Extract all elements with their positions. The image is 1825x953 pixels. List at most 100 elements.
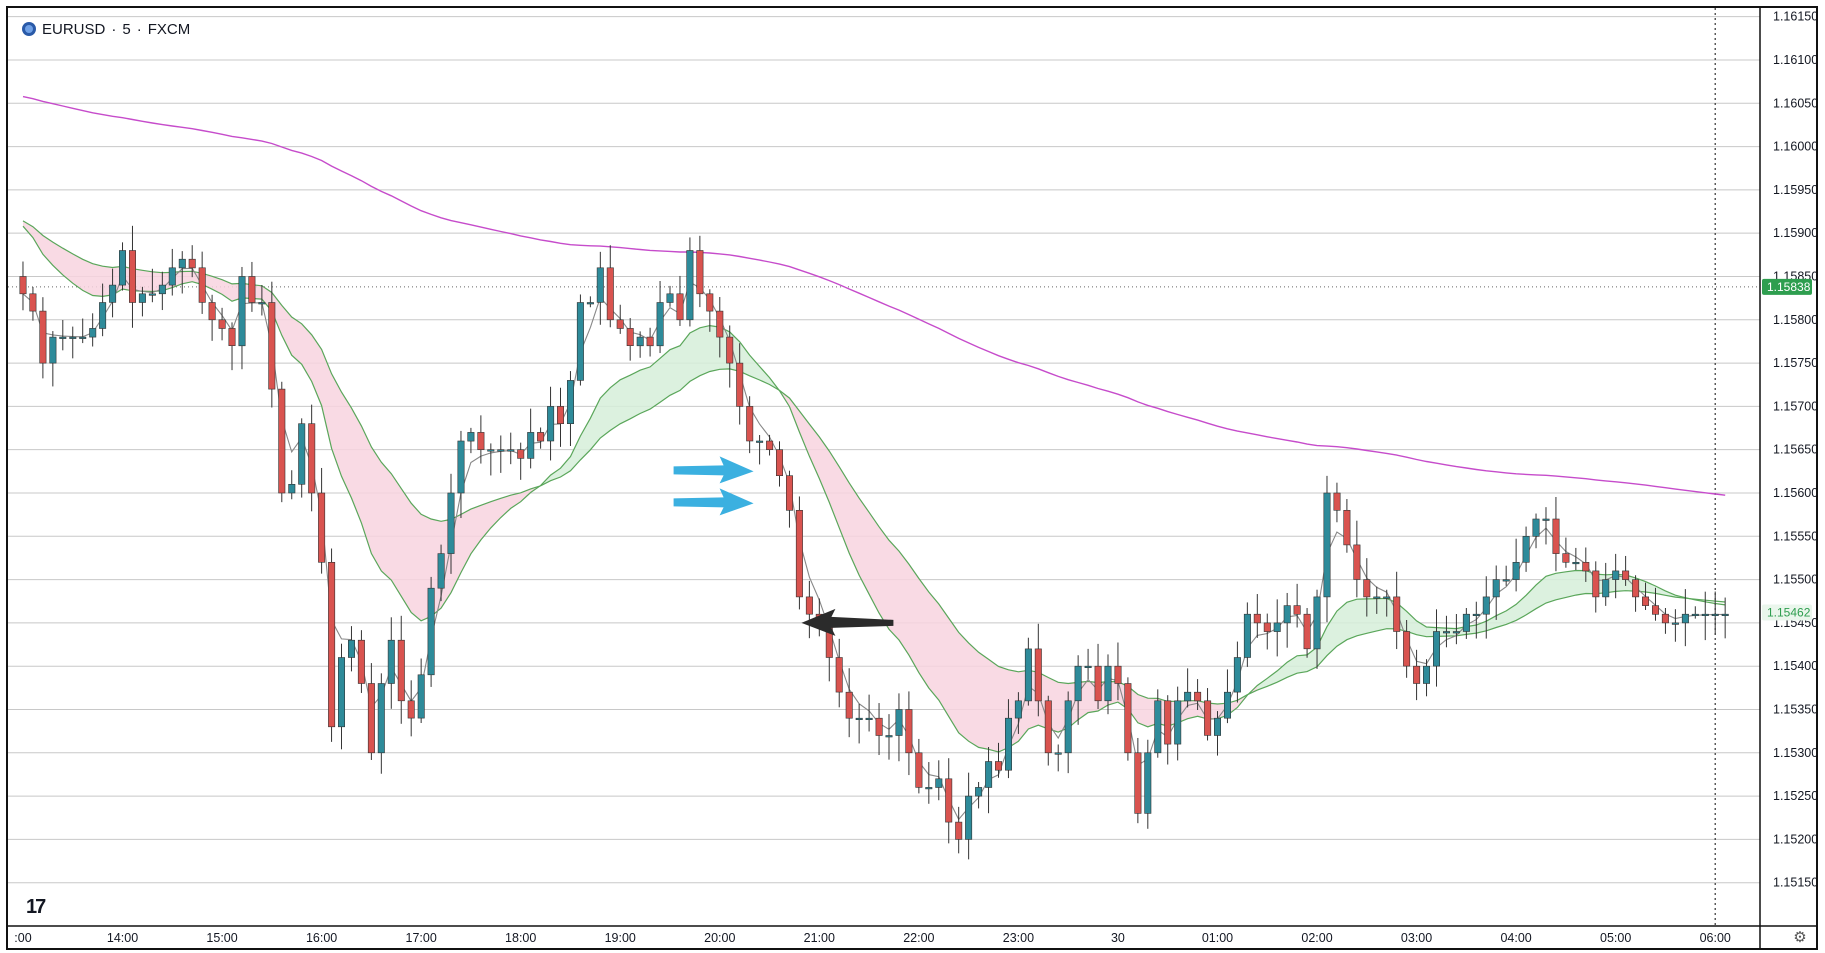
candle[interactable]: [1034, 623, 1042, 717]
candle[interactable]: [1413, 649, 1421, 701]
candle[interactable]: [347, 626, 355, 672]
candle[interactable]: [1632, 575, 1640, 612]
candle[interactable]: [576, 294, 584, 386]
candle[interactable]: [59, 320, 67, 351]
candle[interactable]: [1592, 561, 1600, 613]
candle[interactable]: [1104, 654, 1112, 715]
candle[interactable]: [835, 638, 843, 708]
candle[interactable]: [1701, 591, 1709, 641]
candle[interactable]: [138, 286, 146, 317]
blue-arrow-annotation[interactable]: [673, 456, 754, 484]
candle[interactable]: [994, 742, 1002, 778]
candle[interactable]: [69, 326, 77, 359]
candle[interactable]: [427, 576, 435, 687]
candle[interactable]: [736, 343, 744, 425]
candle[interactable]: [1532, 513, 1540, 549]
candle[interactable]: [387, 617, 395, 709]
candle[interactable]: [79, 318, 87, 344]
candle[interactable]: [726, 325, 734, 388]
candle[interactable]: [537, 427, 545, 449]
candle[interactable]: [397, 615, 405, 724]
candle[interactable]: [208, 294, 216, 341]
candle[interactable]: [1373, 586, 1381, 614]
candle[interactable]: [1114, 642, 1122, 701]
candle[interactable]: [586, 296, 594, 308]
candle[interactable]: [895, 693, 903, 762]
tradingview-logo-icon[interactable]: 17: [26, 896, 46, 918]
candle[interactable]: [1074, 655, 1082, 725]
candle[interactable]: [955, 806, 963, 854]
candle[interactable]: [1482, 576, 1490, 639]
candle[interactable]: [278, 381, 286, 503]
candle[interactable]: [328, 548, 336, 742]
candle[interactable]: [1233, 641, 1241, 703]
candle[interactable]: [1303, 608, 1311, 658]
candle[interactable]: [437, 544, 445, 602]
candle[interactable]: [1124, 677, 1132, 761]
candle[interactable]: [1572, 547, 1580, 570]
candle[interactable]: [377, 673, 385, 774]
candle[interactable]: [1612, 553, 1620, 599]
candle[interactable]: [547, 386, 555, 461]
candle[interactable]: [1462, 608, 1470, 639]
dark-arrow-annotation[interactable]: [801, 608, 894, 636]
candle[interactable]: [1383, 589, 1391, 617]
candle[interactable]: [566, 371, 574, 447]
candle[interactable]: [49, 331, 57, 387]
candle[interactable]: [467, 427, 475, 454]
candle[interactable]: [785, 470, 793, 528]
candle[interactable]: [1472, 601, 1480, 639]
candle[interactable]: [975, 781, 983, 809]
candle[interactable]: [1671, 609, 1679, 642]
candle[interactable]: [29, 286, 37, 321]
blue-arrow-annotation[interactable]: [673, 488, 754, 516]
candle[interactable]: [1562, 537, 1570, 568]
candle[interactable]: [1174, 686, 1182, 761]
candle[interactable]: [308, 404, 316, 512]
candle[interactable]: [1681, 589, 1689, 647]
candle[interactable]: [1224, 669, 1232, 724]
candlesticks[interactable]: [19, 8, 1755, 860]
candle[interactable]: [1443, 615, 1451, 648]
candle[interactable]: [1253, 594, 1261, 638]
candle[interactable]: [1622, 555, 1630, 586]
candle[interactable]: [686, 237, 694, 327]
candle[interactable]: [716, 297, 724, 358]
candle[interactable]: [248, 261, 256, 312]
candle[interactable]: [487, 443, 495, 476]
candle[interactable]: [527, 408, 535, 469]
candle[interactable]: [119, 242, 127, 291]
candle[interactable]: [766, 434, 774, 456]
candle[interactable]: [258, 285, 266, 316]
candle[interactable]: [1522, 526, 1530, 572]
candle[interactable]: [756, 435, 764, 465]
candle[interactable]: [945, 758, 953, 844]
candle[interactable]: [775, 441, 783, 487]
candle[interactable]: [198, 251, 206, 314]
candle[interactable]: [218, 307, 226, 341]
candle[interactable]: [1004, 699, 1012, 779]
candle[interactable]: [318, 467, 326, 574]
candle[interactable]: [676, 275, 684, 326]
candle[interactable]: [1084, 648, 1092, 680]
candle[interactable]: [646, 327, 654, 357]
candle[interactable]: [556, 387, 564, 447]
candle[interactable]: [517, 442, 525, 480]
symbol-header[interactable]: EURUSD · 5 · FXCM: [22, 18, 190, 40]
candle[interactable]: [1144, 739, 1152, 829]
candle[interactable]: [288, 470, 296, 500]
candle[interactable]: [1024, 637, 1032, 706]
candle[interactable]: [1423, 659, 1431, 697]
candle[interactable]: [1283, 592, 1291, 648]
candle[interactable]: [805, 580, 813, 639]
candle[interactable]: [1502, 565, 1510, 586]
candle[interactable]: [109, 268, 117, 318]
candle[interactable]: [1243, 602, 1251, 667]
candle[interactable]: [1452, 614, 1460, 645]
candle[interactable]: [1064, 691, 1072, 774]
price-chart[interactable]: 1.16150 1.16100 1.16050 1.16000 1.15950 1.159…: [8, 8, 1816, 948]
candle[interactable]: [1353, 520, 1361, 598]
candle[interactable]: [855, 703, 863, 744]
candle[interactable]: [1492, 565, 1500, 620]
candle[interactable]: [925, 762, 933, 804]
